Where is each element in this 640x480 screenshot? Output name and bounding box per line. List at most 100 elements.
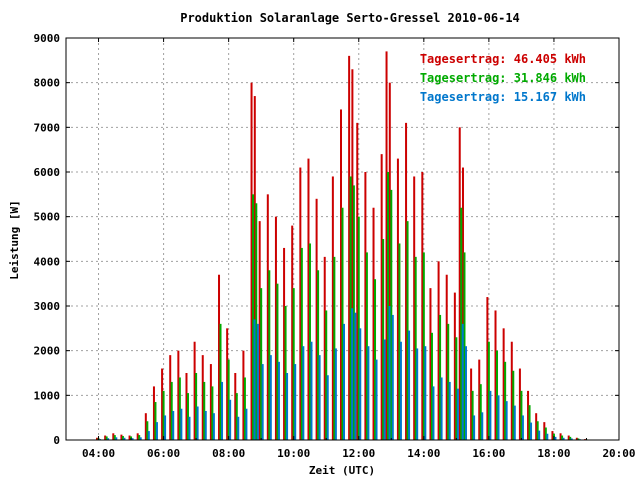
- bar-series-3: [107, 438, 110, 440]
- bar-series-2: [460, 207, 463, 440]
- x-tick-label: 04:00: [82, 447, 115, 460]
- bar-series-1: [453, 292, 456, 440]
- bar-series-3: [188, 416, 191, 440]
- bar-series-3: [253, 319, 256, 440]
- bar-series-3: [408, 330, 411, 440]
- legend-entry: Tagesertrag: 15.167 kWh: [420, 90, 586, 104]
- bar-series-2: [561, 435, 564, 440]
- bar-series-1: [567, 435, 570, 440]
- bar-series-2: [544, 427, 547, 440]
- x-tick-label: 12:00: [342, 447, 375, 460]
- bar-series-1: [510, 341, 513, 440]
- bar-series-3: [318, 355, 321, 440]
- bar-series-1: [258, 221, 261, 440]
- bar-series-2: [325, 310, 328, 440]
- bar-series-3: [204, 410, 207, 440]
- bar-series-1: [356, 122, 359, 440]
- bar-series-3: [461, 323, 464, 440]
- bar-series-3: [131, 438, 134, 440]
- bar-series-3: [554, 436, 557, 440]
- bar-series-1: [486, 297, 489, 440]
- bar-series-2: [512, 370, 515, 440]
- bar-series-1: [405, 122, 408, 440]
- bar-series-1: [96, 437, 99, 440]
- bar-series-1: [470, 368, 473, 440]
- y-tick-label: 5000: [34, 211, 61, 224]
- bar-series-3: [456, 388, 459, 440]
- bar-series-2: [105, 436, 108, 440]
- bar-series-2: [162, 390, 165, 440]
- bar-series-1: [144, 413, 147, 440]
- legend: Tagesertrag: 46.405 kWh Tagesertrag: 31.8…: [420, 52, 586, 104]
- bar-series-3: [164, 415, 167, 440]
- bar-series-1: [177, 350, 180, 440]
- bar-series-2: [235, 393, 238, 440]
- y-tick-label: 3000: [34, 300, 61, 313]
- bar-series-2: [333, 256, 336, 440]
- y-tick-label: 4000: [34, 255, 61, 268]
- bar-series-1: [437, 261, 440, 440]
- bar-series-1: [385, 51, 388, 441]
- bar-series-3: [562, 437, 565, 440]
- bar-series-2: [219, 323, 222, 440]
- bar-series-1: [242, 350, 245, 440]
- bar-series-2: [121, 435, 124, 440]
- x-tick-label: 08:00: [212, 447, 245, 460]
- bar-series-3: [256, 323, 259, 440]
- bar-series-1: [104, 435, 107, 440]
- bar-series-2: [243, 377, 246, 440]
- y-axis-label: Leistung [W]: [8, 200, 21, 279]
- bar-series-2: [374, 279, 377, 440]
- bar-series-3: [440, 377, 443, 440]
- bar-series-1: [226, 328, 229, 440]
- bar-series-1: [307, 158, 310, 440]
- bar-series-3: [180, 408, 183, 440]
- bar-series-3: [530, 422, 533, 440]
- bar-series-1: [351, 69, 354, 441]
- bar-series-3: [310, 341, 313, 440]
- bar-series-1: [266, 194, 269, 440]
- bar-series-2: [186, 393, 189, 440]
- bar-series-3: [489, 390, 492, 440]
- legend-entry: Tagesertrag: 31.846 kWh: [420, 71, 586, 85]
- bar-series-2: [170, 381, 173, 440]
- bar-series-1: [388, 82, 391, 441]
- bar-series-1: [458, 127, 461, 440]
- bar-series-2: [113, 435, 116, 440]
- bar-series-2: [414, 256, 417, 440]
- bar-series-2: [255, 203, 258, 440]
- bar-series-2: [487, 341, 490, 440]
- bar-series-1: [331, 176, 334, 440]
- bar-series-3: [229, 399, 232, 440]
- bar-series-2: [528, 405, 531, 440]
- bar-series-2: [430, 332, 433, 440]
- y-tick-label: 2000: [34, 345, 61, 358]
- y-tick-label: 6000: [34, 166, 61, 179]
- plot-frame: [65, 37, 620, 441]
- y-tick-label: 1000: [34, 389, 61, 402]
- bar-series-2: [357, 216, 360, 440]
- chart-title: Produktion Solaranlage Serto-Gressel 201…: [180, 11, 520, 25]
- bar-series-3: [570, 438, 573, 440]
- bar-series-2: [252, 194, 255, 440]
- bar-series-1: [461, 167, 464, 441]
- bar-series-3: [343, 323, 345, 440]
- bar-series-2: [365, 252, 368, 440]
- bar-series-1: [128, 435, 131, 440]
- bar-series-1: [494, 310, 497, 440]
- bar-series-1: [193, 341, 196, 440]
- y-tick-label: 9000: [34, 32, 61, 45]
- bar-series-2: [178, 377, 181, 440]
- bar-series-3: [521, 415, 524, 440]
- bar-series-1: [372, 207, 375, 440]
- bar-series-1: [478, 359, 481, 440]
- y-tick-label: 7000: [34, 121, 61, 134]
- bar-series-1: [575, 437, 578, 440]
- bar-series-2: [536, 421, 539, 440]
- bar-series-1: [323, 256, 326, 440]
- bar-series-2: [422, 252, 425, 440]
- bar-series-2: [455, 337, 458, 440]
- bar-series-1: [364, 172, 367, 440]
- bar-series-2: [349, 176, 352, 440]
